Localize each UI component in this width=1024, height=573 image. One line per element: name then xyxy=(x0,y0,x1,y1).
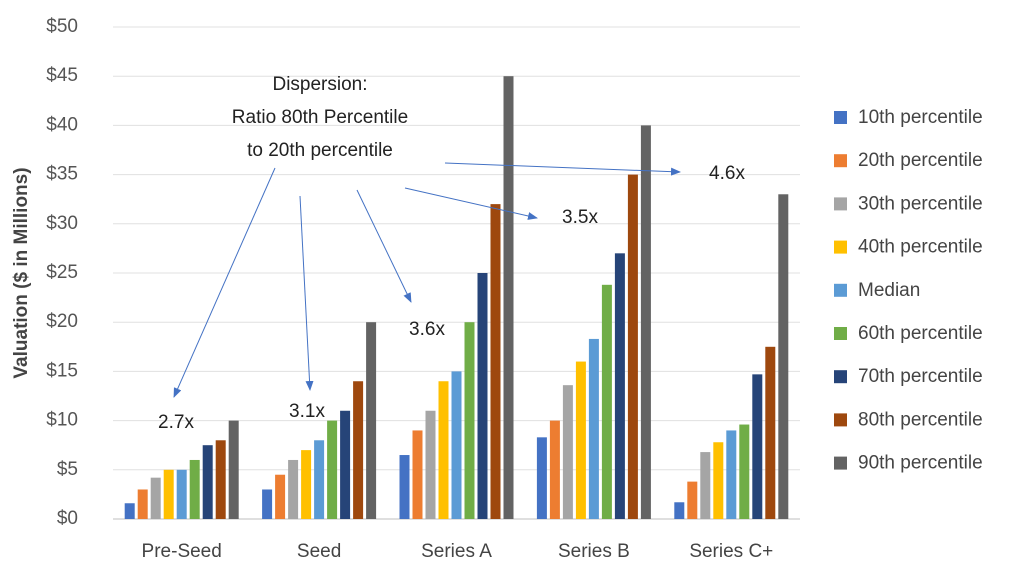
bar xyxy=(340,410,351,519)
bar xyxy=(150,477,161,519)
bar xyxy=(137,489,148,519)
legend-label: Median xyxy=(858,280,920,301)
bar xyxy=(614,253,625,519)
ratio-label: 3.1x xyxy=(289,401,325,422)
bar xyxy=(425,410,436,519)
arrow xyxy=(173,167,276,398)
bar xyxy=(739,424,750,519)
bar xyxy=(562,385,573,519)
bar xyxy=(163,469,174,519)
bar xyxy=(490,204,501,519)
y-tick-label: $25 xyxy=(46,262,78,283)
arrow xyxy=(404,187,538,220)
bar xyxy=(327,420,338,519)
y-tick-label: $35 xyxy=(46,164,78,185)
x-tick-label: Series A xyxy=(421,541,492,562)
legend-swatch xyxy=(834,240,847,254)
y-tick-label: $50 xyxy=(46,16,78,37)
x-tick-label: Series C+ xyxy=(689,541,773,562)
legend-label: 10th percentile xyxy=(858,107,983,128)
y-axis-title: Valuation ($ in Millions) xyxy=(11,167,32,378)
bar xyxy=(124,503,135,519)
legend-swatch xyxy=(834,154,847,168)
bar xyxy=(228,420,239,519)
ratio-label: 4.6x xyxy=(709,163,745,184)
annotation-title: to 20th percentile xyxy=(247,140,393,161)
annotation-title: Ratio 80th Percentile xyxy=(232,107,408,128)
legend-label: 90th percentile xyxy=(858,453,983,474)
bar xyxy=(301,450,312,519)
bar xyxy=(215,440,226,519)
bar xyxy=(189,459,200,519)
bar xyxy=(674,502,685,519)
annotation-title: Dispersion: xyxy=(272,74,367,95)
y-tick-label: $20 xyxy=(46,311,78,332)
legend-swatch xyxy=(834,197,847,211)
legend-swatch xyxy=(834,370,847,384)
bar xyxy=(640,125,651,520)
ratio-label: 2.7x xyxy=(158,412,194,433)
bar xyxy=(601,284,612,519)
y-tick-label: $40 xyxy=(46,114,78,135)
bar xyxy=(353,381,364,519)
legend-swatch xyxy=(834,413,847,427)
legend-label: 80th percentile xyxy=(858,409,983,430)
x-tick-label: Pre-Seed xyxy=(142,541,222,562)
legend-swatch xyxy=(834,111,847,124)
legend-label: 30th percentile xyxy=(858,193,983,214)
bar xyxy=(366,322,377,519)
bar xyxy=(176,469,187,519)
bar xyxy=(275,474,286,519)
bar xyxy=(752,374,763,519)
bar xyxy=(438,381,449,519)
arrow xyxy=(299,195,314,391)
bar xyxy=(288,459,299,519)
bar xyxy=(778,194,789,519)
legend-swatch xyxy=(834,283,847,297)
y-tick-label: $5 xyxy=(57,459,78,480)
bar xyxy=(549,420,560,519)
grid xyxy=(113,26,800,520)
bar xyxy=(713,442,724,519)
bar xyxy=(262,489,273,519)
bar xyxy=(588,338,599,519)
bar xyxy=(202,445,213,519)
bar xyxy=(700,452,711,519)
bars xyxy=(124,76,789,520)
bar xyxy=(451,371,462,519)
y-tick-label: $45 xyxy=(46,65,78,86)
bar xyxy=(464,322,475,519)
bar xyxy=(726,430,737,519)
bar xyxy=(503,76,514,519)
arrow xyxy=(444,162,681,176)
bar xyxy=(687,481,698,519)
bar xyxy=(765,346,776,519)
legend-swatch xyxy=(834,456,847,470)
legend-label: 40th percentile xyxy=(858,237,983,258)
x-tick-label: Series B xyxy=(558,541,630,562)
y-tick-label: $30 xyxy=(46,213,78,234)
ratio-label: 3.6x xyxy=(409,319,445,340)
bar xyxy=(627,174,638,519)
bar xyxy=(575,361,586,519)
bar xyxy=(536,437,547,519)
y-tick-label: $0 xyxy=(57,508,78,529)
legend-label: 70th percentile xyxy=(858,366,983,387)
arrows xyxy=(173,162,681,398)
legend-label: 20th percentile xyxy=(858,150,983,171)
bar xyxy=(477,273,488,519)
ratio-label: 3.5x xyxy=(562,207,598,228)
legend-swatch xyxy=(834,327,847,340)
bar xyxy=(314,440,325,519)
y-tick-label: $10 xyxy=(46,410,78,431)
x-tick-label: Seed xyxy=(297,541,341,562)
bar xyxy=(399,455,410,519)
arrow xyxy=(356,189,412,303)
bar xyxy=(412,430,423,519)
y-tick-label: $15 xyxy=(46,360,78,381)
legend-label: 60th percentile xyxy=(858,323,983,344)
